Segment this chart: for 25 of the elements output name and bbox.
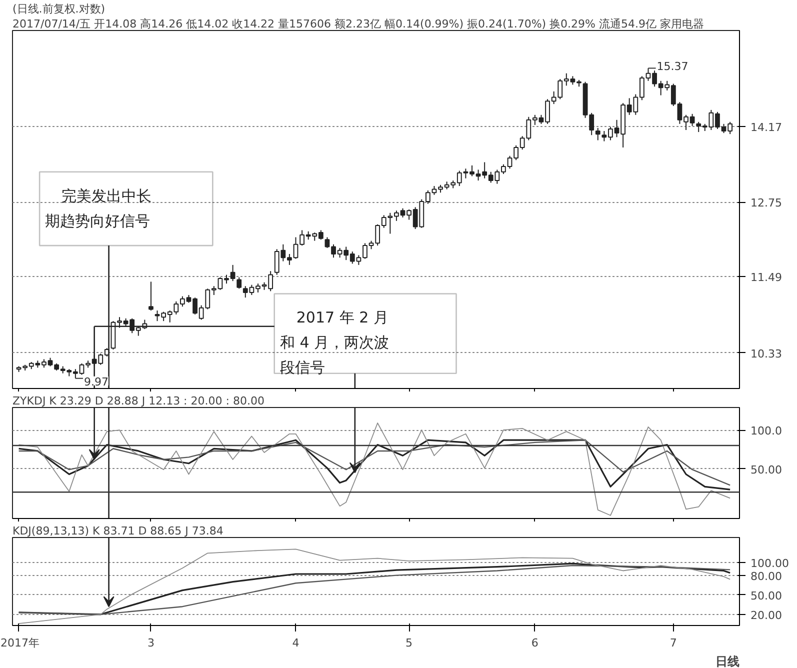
y-tick-label: 20.00 — [750, 608, 782, 622]
x-tick-label: 7 — [670, 636, 677, 650]
chart-title: KDJ(89,13,13) K 83.71 D 88.65 J 73.84 — [12, 524, 224, 538]
annotation: 2017 年 2 月和 4 月，两次波段信号 — [280, 308, 390, 377]
y-tick-label: 10.33 — [750, 347, 782, 360]
y-tick-label: 100.00 — [750, 556, 789, 570]
chart-subtitle: 2017/07/14/五 开14.08 高14.26 低14.02 收14.22 量157606 额2.23亿 幅0.14(0.99%) 振0.24(1.70%) 换0.29% 流通54.9亿 家用电器 — [12, 18, 704, 30]
annotation: 完美发出中长期趋势向好信号 — [45, 186, 152, 230]
x-tick-label: 5 — [406, 636, 413, 650]
x-tick-label: 3 — [147, 636, 154, 650]
x-tick-label: 6 — [531, 636, 538, 650]
y-tick-label: 14.17 — [750, 120, 782, 134]
y-tick-label: 80.00 — [750, 570, 782, 583]
chart-title: ZYKDJ K 23.29 D 28.88 J 12.13 : 20.00 : 80.00 — [12, 394, 264, 408]
y-tick-label: 50.00 — [750, 463, 782, 476]
x-tick-label: 2017年 — [0, 636, 40, 650]
x-tick-label: 4 — [292, 636, 300, 650]
annotation: 15.37 — [656, 60, 688, 74]
y-tick-label: 12.75 — [750, 196, 782, 210]
text: 日线 — [716, 654, 740, 668]
chart-title: (日线.前复权.对数) — [12, 2, 106, 16]
annotation: 9.97 — [84, 375, 108, 388]
y-tick-label: 11.49 — [750, 271, 782, 284]
y-tick-label: 100.0 — [750, 424, 782, 438]
y-tick-label: 50.00 — [750, 589, 782, 602]
